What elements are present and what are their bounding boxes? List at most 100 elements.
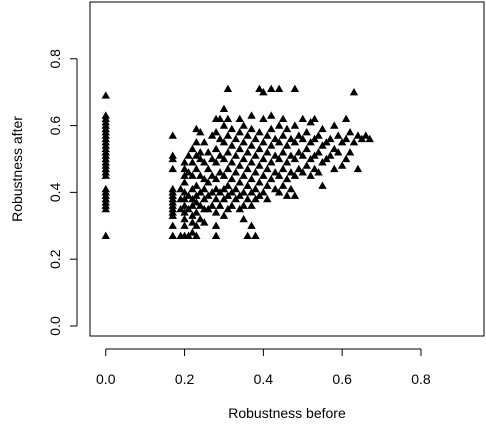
data-point: [192, 182, 200, 189]
data-point: [267, 85, 275, 92]
data-point: [314, 148, 322, 155]
data-point: [239, 121, 247, 128]
data-point: [263, 195, 271, 202]
data-point: [204, 165, 212, 172]
data-point: [247, 158, 255, 165]
data-point: [291, 192, 299, 199]
data-point: [251, 185, 259, 192]
data-point: [247, 175, 255, 182]
data-point: [247, 141, 255, 148]
x-axis: 0.0 0.2 0.4 0.6 0.8: [96, 349, 431, 387]
data-point: [236, 115, 244, 122]
data-point: [303, 145, 311, 152]
data-point: [330, 165, 338, 172]
data-point: [169, 165, 177, 172]
data-point: [224, 131, 232, 138]
data-point: [192, 138, 200, 145]
data-point: [212, 128, 220, 135]
data-point: [239, 188, 247, 195]
data-point: [188, 145, 196, 152]
data-point: [279, 115, 287, 122]
data-point: [220, 121, 228, 128]
data-point: [267, 125, 275, 132]
data-point: [263, 182, 271, 189]
data-point: [169, 222, 177, 229]
y-tick-label: 0.0: [47, 316, 63, 336]
data-point: [196, 148, 204, 155]
data-point: [212, 222, 220, 229]
data-point: [342, 115, 350, 122]
data-point: [283, 158, 291, 165]
x-tick-label: 0.8: [411, 371, 431, 387]
data-point: [247, 125, 255, 132]
data-point: [243, 148, 251, 155]
data-point: [239, 155, 247, 162]
data-point: [303, 161, 311, 168]
data-point: [303, 128, 311, 135]
data-point: [192, 208, 200, 215]
plot-frame: [90, 2, 484, 336]
data-point: [310, 115, 318, 122]
data-point: [259, 115, 267, 122]
data-point: [192, 165, 200, 172]
data-point: [184, 151, 192, 158]
data-point: [306, 171, 314, 178]
data-point: [224, 165, 232, 172]
data-point: [239, 171, 247, 178]
data-point: [283, 175, 291, 182]
data-point: [318, 125, 326, 132]
data-point: [338, 161, 346, 168]
data-point: [251, 135, 259, 142]
data-point: [263, 131, 271, 138]
data-point: [267, 158, 275, 165]
data-point: [251, 168, 259, 175]
x-tick-label: 0.2: [175, 371, 195, 387]
data-point: [259, 188, 267, 195]
data-point: [232, 135, 240, 142]
y-tick-label: 0.6: [47, 116, 63, 136]
data-point: [243, 182, 251, 189]
data-point: [169, 232, 177, 239]
data-point: [279, 165, 287, 172]
data-point: [279, 131, 287, 138]
data-point: [251, 232, 259, 239]
data-point: [247, 222, 255, 229]
data-point: [291, 85, 299, 92]
y-tick-label: 0.4: [47, 182, 63, 202]
data-point: [255, 161, 263, 168]
data-point: [283, 192, 291, 199]
data-point: [259, 171, 267, 178]
data-point: [228, 202, 236, 209]
data-point: [208, 202, 216, 209]
data-point: [267, 141, 275, 148]
y-axis-title: Robustness after: [9, 116, 25, 222]
data-point: [224, 115, 232, 122]
data-point: [200, 185, 208, 192]
data-point: [228, 175, 236, 182]
data-point: [239, 138, 247, 145]
data-point: [342, 155, 350, 162]
data-point: [346, 128, 354, 135]
data-point: [243, 195, 251, 202]
data-point: [275, 85, 283, 92]
data-point: [232, 185, 240, 192]
data-point: [346, 148, 354, 155]
data-point: [279, 148, 287, 155]
data-point: [314, 131, 322, 138]
data-point: [216, 202, 224, 209]
data-point: [259, 138, 267, 145]
data-point: [169, 131, 177, 138]
data-point: [220, 212, 228, 219]
data-point: [283, 141, 291, 148]
data-point: [255, 128, 263, 135]
data-point: [247, 111, 255, 118]
data-point: [291, 121, 299, 128]
y-tick-label: 0.2: [47, 249, 63, 269]
data-point: [232, 168, 240, 175]
data-point: [318, 182, 326, 189]
data-point: [259, 155, 267, 162]
data-point: [243, 131, 251, 138]
data-point: [243, 165, 251, 172]
data-point: [212, 145, 220, 152]
